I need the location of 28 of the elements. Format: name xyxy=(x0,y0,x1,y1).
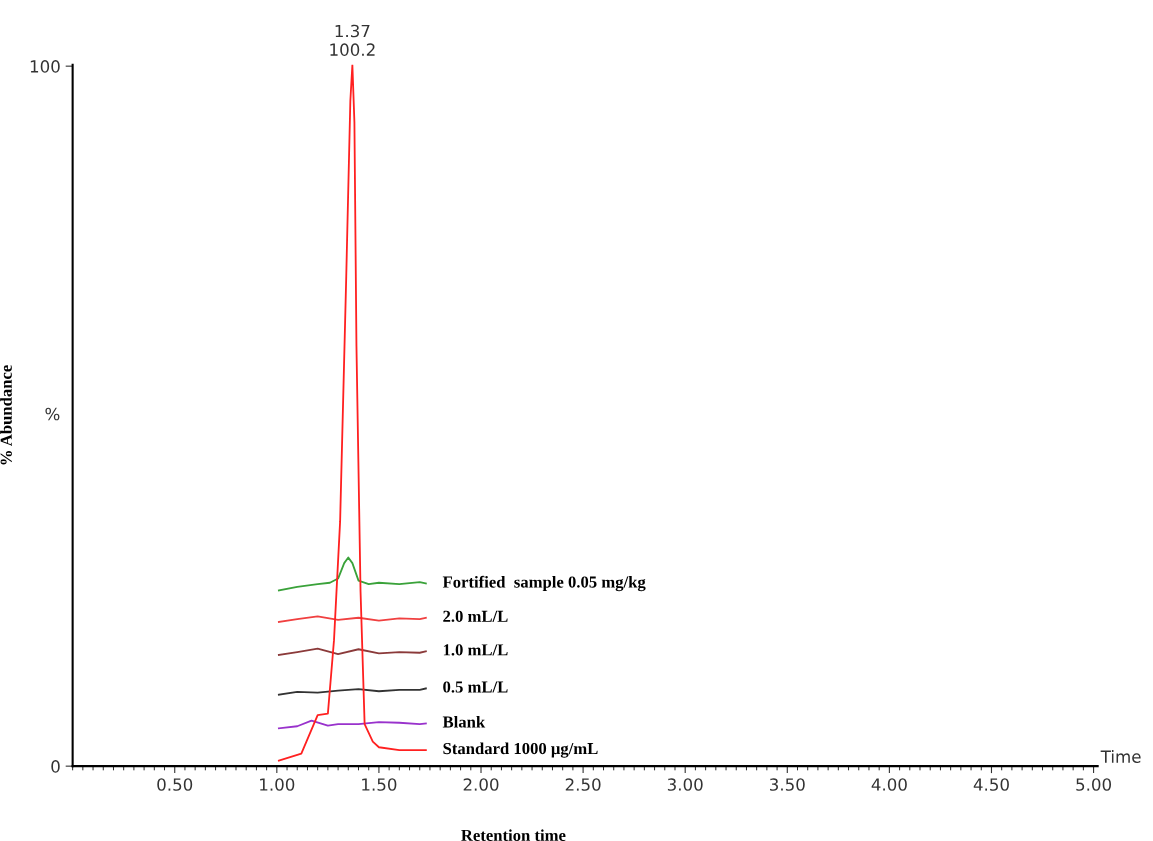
x-tick-label: 2.00 xyxy=(463,778,499,791)
y-tick-label: 0 xyxy=(51,760,60,773)
x-tick-label: 1.00 xyxy=(260,778,295,791)
series-label: Fortified sample 0.05 mg/kg xyxy=(442,575,646,592)
x-tick-label: 2.50 xyxy=(565,778,601,791)
y-axis-title: % Abundance xyxy=(0,365,12,465)
series-label: 2.0 mL/L xyxy=(443,610,508,622)
x-tick-label: 5.00 xyxy=(1076,778,1112,791)
line-series xyxy=(277,719,427,730)
line-series xyxy=(277,64,427,762)
line-series xyxy=(277,687,427,696)
text: % xyxy=(45,407,60,421)
series-label: Standard 1000 μg/mL xyxy=(443,742,598,758)
x-tick-label: 3.00 xyxy=(667,778,703,791)
text: Time xyxy=(1100,750,1141,763)
x-axis-title: Retention time xyxy=(461,829,566,841)
y-tick-label: 100 xyxy=(30,60,60,73)
series-label: 0.5 mL/L xyxy=(443,681,508,693)
x-tick-label: 3.50 xyxy=(770,778,805,791)
annotation: 1.37 100.2 xyxy=(330,24,375,56)
x-tick-label: 4.00 xyxy=(871,778,907,791)
series-label: 1.0 mL/L xyxy=(443,644,508,656)
line-series xyxy=(277,647,427,656)
x-tick-label: 1.50 xyxy=(362,778,397,791)
line-series xyxy=(277,556,427,592)
series-label: Blank xyxy=(442,715,486,728)
x-tick-label: 0.50 xyxy=(157,778,193,791)
x-tick-label: 4.50 xyxy=(973,778,1009,791)
